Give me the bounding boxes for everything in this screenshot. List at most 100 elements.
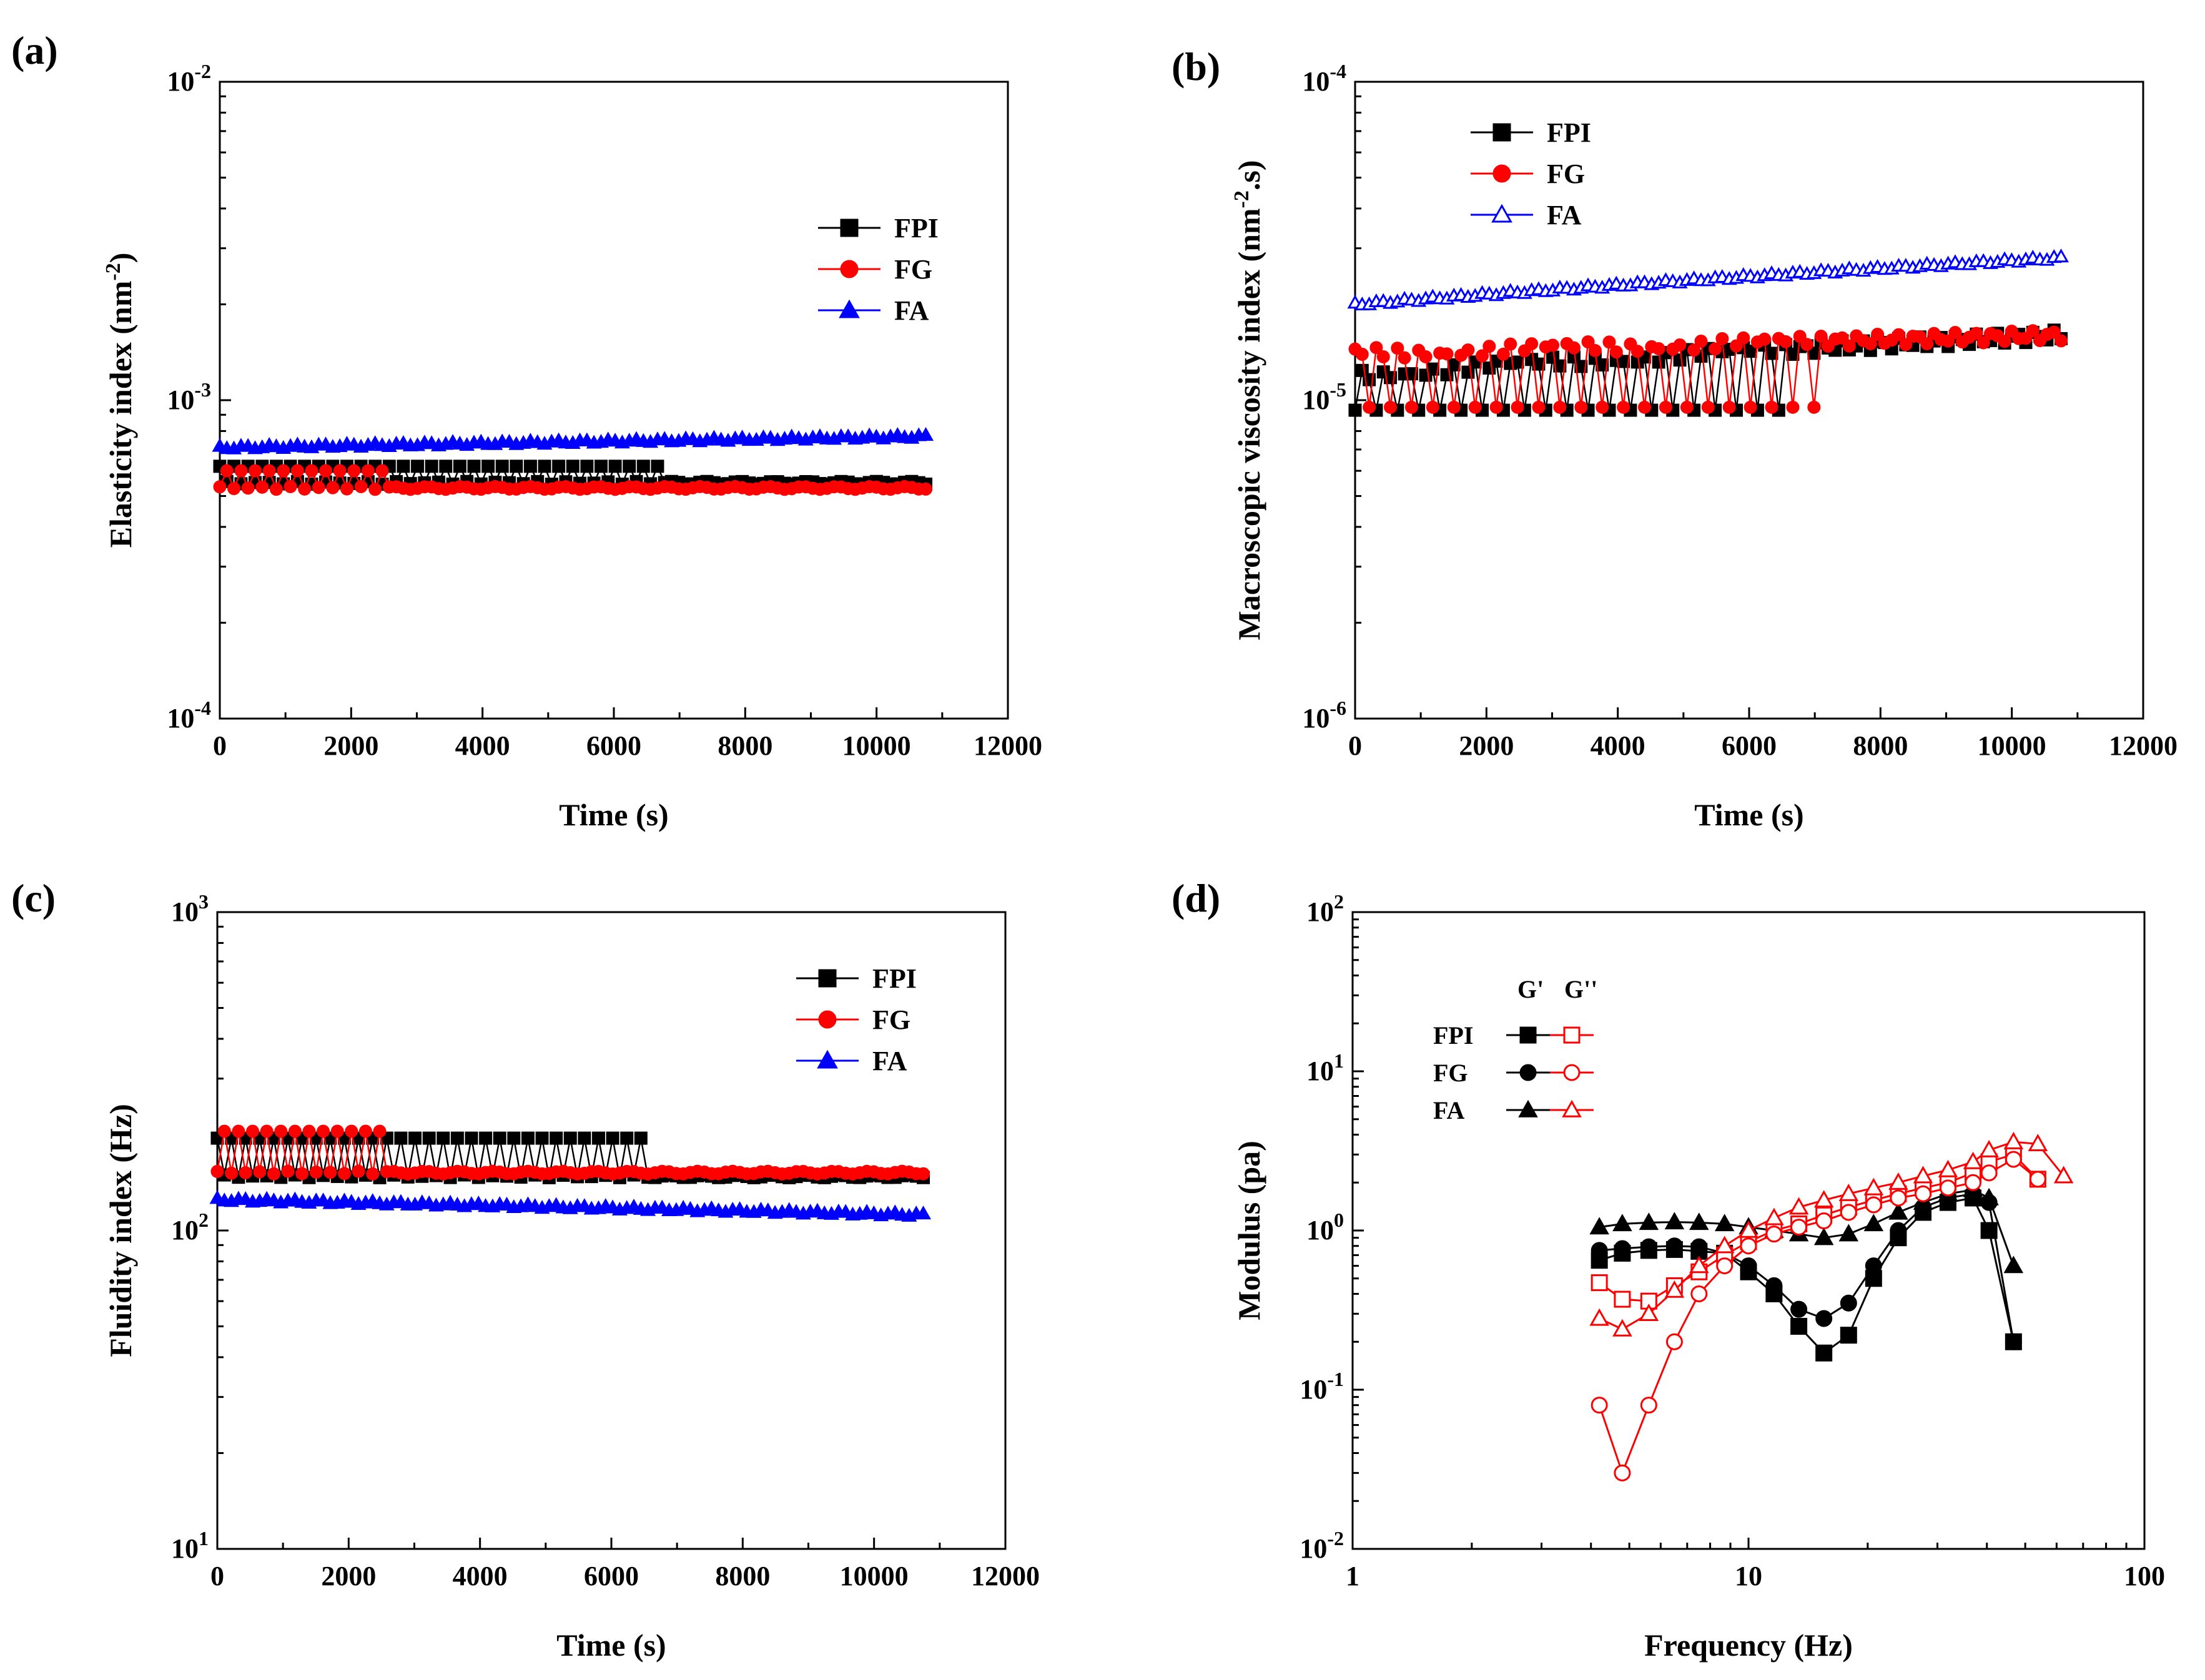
data-point-fpi-g	[1840, 1327, 1857, 1344]
panel-d-label: (d)	[1172, 876, 1220, 920]
data-point-fg	[1525, 337, 1539, 351]
legend-marker-fg	[1492, 164, 1511, 183]
data-point-fa-g	[1612, 1319, 1632, 1337]
panel-a-xlabel: Time (s)	[559, 797, 668, 832]
data-point-fg	[1596, 400, 1609, 414]
data-point-fa-g	[1813, 1190, 1834, 1208]
data-point-fpi	[510, 459, 523, 473]
data-point-fg	[225, 1166, 239, 1180]
x-tick-label: 12000	[974, 730, 1042, 761]
x-tick-label: 10000	[842, 730, 911, 761]
data-point-fa-g	[1689, 1212, 1709, 1231]
data-point-fpi-g	[1815, 1344, 1833, 1362]
data-point-fg	[337, 1167, 351, 1181]
data-point-fg	[274, 1124, 288, 1138]
data-point-fg	[1779, 335, 1793, 348]
data-point-fg	[1976, 336, 1990, 350]
data-point-fa-g	[1664, 1280, 1685, 1298]
legend-marker-gprime-fg	[1519, 1064, 1537, 1081]
data-point-fpi	[578, 1131, 591, 1145]
data-point-fg	[317, 1124, 330, 1138]
data-point-fpi	[465, 1131, 478, 1145]
data-point-fg	[368, 483, 382, 496]
data-point-fg	[262, 464, 276, 478]
data-point-fg	[1419, 350, 1433, 364]
data-point-fpi	[453, 459, 466, 473]
legend-marker-fpi	[840, 219, 859, 237]
series-fa	[1347, 248, 2069, 311]
data-point-fpi	[439, 459, 453, 473]
data-point-fpi	[523, 459, 537, 473]
data-point-fg	[1426, 400, 1439, 414]
legend-marker-fa	[839, 299, 860, 318]
data-point-fg-g	[1890, 1222, 1907, 1239]
data-point-fa-g	[1764, 1207, 1784, 1226]
data-point-fpi	[594, 459, 608, 473]
data-point-fpi	[1553, 359, 1567, 373]
panel-b-yticks: 10-6 10-5 10-4	[1302, 60, 1366, 734]
legend-marker-fa	[1491, 204, 1512, 223]
data-point-fpi	[552, 459, 566, 473]
data-point-fg-g	[1840, 1294, 1857, 1312]
data-point-fpi	[521, 1131, 535, 1145]
x-tick-label: 10	[1735, 1561, 1762, 1591]
series-fa-g	[1589, 1179, 2024, 1274]
data-point-fg	[1468, 400, 1482, 414]
x-tick-label: 6000	[584, 1561, 639, 1591]
panel-b-xticks: 0 2000 4000 6000 8000 10000 12000	[1348, 707, 2178, 761]
data-point-fg	[232, 1124, 245, 1138]
data-point-fg	[1447, 400, 1461, 414]
data-point-fpi	[467, 459, 481, 473]
legend-marker-gdoubleprime-fa	[1562, 1099, 1582, 1118]
data-point-fa-g	[1714, 1235, 1735, 1254]
data-point-fg	[1588, 343, 1602, 357]
data-point-fg	[1567, 341, 1581, 355]
data-point-fg	[358, 1124, 372, 1138]
data-point-fa-g	[1639, 1304, 1659, 1322]
legend-row-fa: FA	[1433, 1096, 1464, 1124]
data-point-fg	[1807, 400, 1821, 414]
data-point-fg-g	[1815, 1212, 1833, 1230]
data-point-fg-g	[1939, 1179, 1956, 1197]
data-point-fg-g	[1716, 1257, 1734, 1275]
data-point-fg	[1638, 400, 1652, 414]
data-point-fg	[1440, 347, 1454, 361]
data-point-fg	[1482, 340, 1496, 353]
data-point-fg	[1786, 400, 1800, 414]
data-point-fg	[1680, 400, 1694, 414]
panel-a-frame	[219, 81, 1009, 720]
data-point-fa-g	[1863, 1177, 1884, 1196]
data-point-fg	[1765, 400, 1778, 414]
data-point-fg	[1793, 330, 1807, 343]
data-point-fpi	[495, 459, 509, 473]
panel-a: (a) 0 2000 4000 6000 8000 10000 12000 10-4 10-3…	[11, 28, 1042, 832]
data-point-fg	[1998, 335, 2011, 348]
x-tick-label: 10000	[1978, 730, 2046, 761]
legend-marker-fpi	[1492, 123, 1511, 142]
data-point-fa-g	[2003, 1131, 2024, 1149]
data-point-fa-g	[1689, 1255, 1709, 1274]
x-tick-label: 2000	[323, 730, 378, 761]
x-tick-label: 0	[213, 730, 227, 761]
series-fg	[213, 464, 933, 496]
data-point-fg	[290, 464, 304, 478]
x-tick-label: 8000	[1853, 730, 1908, 761]
data-point-fa-g	[1813, 1227, 1834, 1245]
x-tick-label: 0	[1348, 730, 1362, 761]
data-point-fg	[217, 1124, 231, 1138]
data-point-fg-g	[1890, 1189, 1907, 1207]
data-point-fg	[1863, 337, 1877, 351]
data-point-fg-g	[1591, 1397, 1608, 1414]
legend-label-fg: FG	[894, 254, 932, 285]
legend-marker-fg	[818, 1010, 837, 1029]
legend-row-fpi: FPI	[1433, 1021, 1473, 1049]
data-point-fpi	[538, 459, 551, 473]
legend-label-fg: FG	[872, 1005, 910, 1035]
legend-marker-gdoubleprime-fpi	[1563, 1026, 1581, 1044]
legend-marker-gprime-fa	[1518, 1099, 1538, 1118]
data-point-fg-g	[1665, 1333, 1683, 1350]
legend-label-fpi: FPI	[872, 963, 917, 994]
legend-header-gdoubleprime: G''	[1564, 975, 1597, 1003]
y-tick-label: 10-2	[1300, 1527, 1344, 1564]
x-tick-label: 12000	[2109, 730, 2178, 761]
